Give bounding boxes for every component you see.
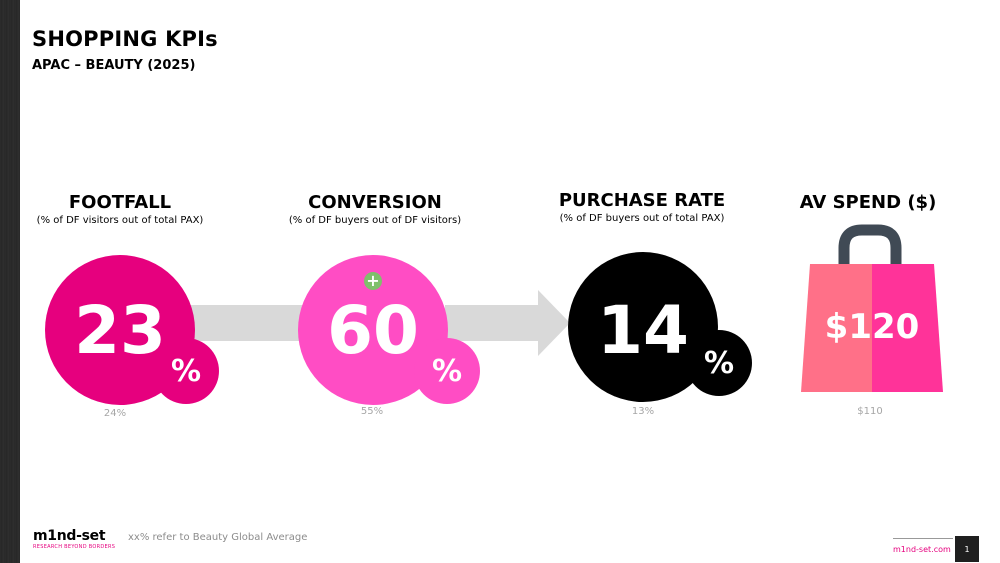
purchase-rate-value: 14 bbox=[597, 292, 689, 369]
left-decorative-bar bbox=[0, 0, 20, 563]
purchase-rate-title: PURCHASE RATE bbox=[558, 190, 726, 211]
positive-indicator-icon: + bbox=[364, 272, 382, 290]
footfall-title: FOOTFALL bbox=[68, 192, 172, 213]
arrow-head bbox=[538, 290, 570, 356]
purchase-rate-benchmark: 13% bbox=[631, 406, 655, 417]
website-link[interactable]: m1nd-set.com bbox=[893, 545, 951, 554]
footer-divider bbox=[893, 538, 953, 539]
conversion-percent: % bbox=[414, 338, 480, 404]
footfall-benchmark: 24% bbox=[103, 408, 127, 419]
page-title: SHOPPING KPIs bbox=[32, 27, 218, 51]
shopping-bag-icon bbox=[801, 224, 943, 392]
arrow-conversion-purchase bbox=[445, 305, 541, 341]
arrow-footfall-conversion bbox=[185, 305, 315, 341]
logo-wordmark: m1nd-set bbox=[33, 528, 106, 544]
purchase-rate-percent: % bbox=[686, 330, 752, 396]
purchase-rate-subtitle: (% of DF buyers out of total PAX) bbox=[559, 213, 725, 224]
page-number: 1 bbox=[955, 536, 979, 562]
av-spend-title: AV SPEND ($) bbox=[799, 192, 937, 213]
brand-logo: m1nd-set RESEARCH BEYOND BORDERS bbox=[33, 528, 115, 550]
conversion-benchmark: 55% bbox=[360, 406, 384, 417]
conversion-title: CONVERSION bbox=[308, 192, 442, 213]
logo-tagline: RESEARCH BEYOND BORDERS bbox=[33, 544, 116, 550]
footfall-percent: % bbox=[153, 338, 219, 404]
conversion-subtitle: (% of DF buyers out of DF visitors) bbox=[288, 215, 462, 226]
footfall-value: 23 bbox=[74, 292, 166, 369]
footfall-subtitle: (% of DF visitors out of total PAX) bbox=[36, 215, 204, 226]
page-subtitle: APAC – BEAUTY (2025) bbox=[32, 58, 196, 73]
footnote: xx% refer to Beauty Global Average bbox=[128, 532, 308, 543]
av-spend-benchmark: $110 bbox=[857, 406, 883, 417]
conversion-value: 60 bbox=[327, 292, 419, 369]
av-spend-value: $120 bbox=[824, 307, 920, 347]
